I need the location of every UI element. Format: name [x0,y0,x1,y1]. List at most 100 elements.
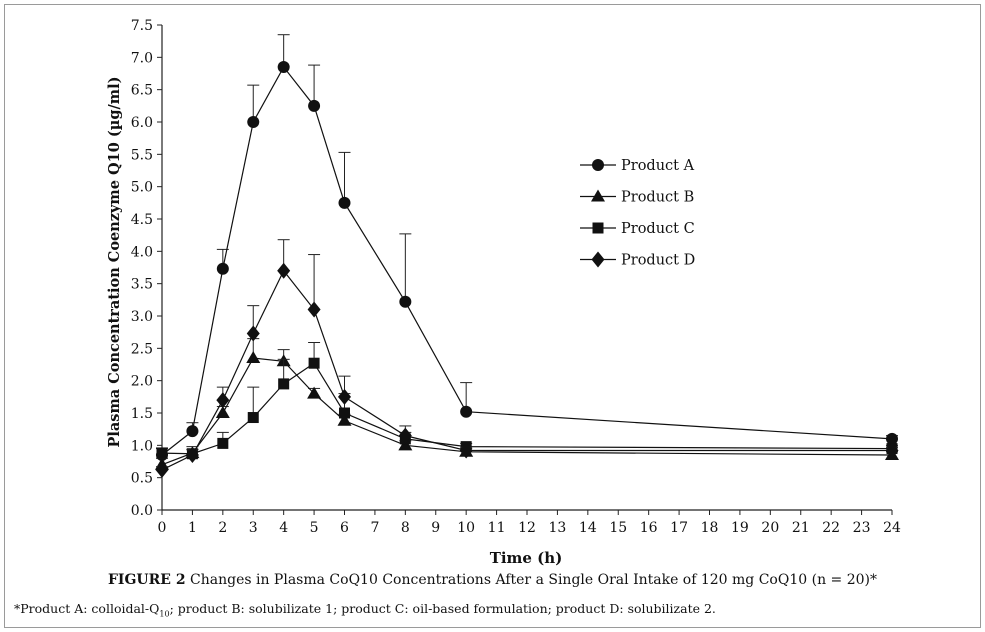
x-tick-label: 13 [549,520,567,536]
x-tick-label: 0 [158,520,167,536]
legend-item-product-a: Product A [580,158,695,174]
data-point-product-d [459,442,473,459]
data-point-product-b [215,406,230,418]
data-point-product-d [338,388,351,405]
data-point-product-a [277,61,290,74]
y-tick-label: 3.5 [131,277,153,293]
data-point-product-b [337,413,352,426]
x-tick-label: 22 [822,520,840,536]
legend-label: Product D [621,253,695,269]
data-point-product-a [247,116,260,128]
legend: Product A Product B Product C Product D [580,158,695,269]
x-tick-label: 7 [370,520,379,536]
x-tick-label: 23 [853,520,871,536]
series-layer [155,34,899,478]
data-point-product-c [156,447,168,459]
data-point-product-a [186,425,199,438]
x-tick-label: 21 [792,520,810,536]
x-axis-label: Time (h) [490,549,563,567]
x-tick-label: 5 [310,520,319,536]
y-tick-label: 7.0 [131,50,153,66]
legend-item-product-b: Product B [580,189,694,206]
data-point-product-d [307,301,321,318]
series-product-d [155,239,899,478]
x-tick-label: 4 [279,520,288,536]
x-tick-label: 8 [401,520,410,536]
legend-label: Product B [621,190,694,206]
y-tick-label: 1.0 [131,438,153,454]
figure-footnote: *Product A: colloidal-Q10; product B: so… [14,601,716,619]
y-tick-label: 6.0 [131,115,153,131]
axes: 0 1 2 3 4 5 6 7 8 9 10 11 12 13 14 15 16 17 18 19 20 21 22 23 24… [131,18,901,536]
y-tick-label: 2.5 [131,341,153,357]
figure-caption-label: FIGURE 2 [107,572,186,588]
series-product-a [156,34,898,462]
x-tick-label: 18 [701,520,719,536]
data-point-product-b [307,386,322,399]
x-tick-label: 10 [457,520,475,536]
data-point-product-d [398,427,412,444]
x-tick-label: 15 [609,520,627,536]
x-tick-label: 24 [883,520,901,536]
data-point-product-a [399,295,412,308]
legend-label: Product A [621,158,695,174]
data-point-product-a [886,432,898,445]
y-tick-label: 7.5 [131,18,153,34]
footnote-subscript: 10 [159,609,170,619]
legend-item-product-d: Product D [580,251,695,269]
x-tick-label: 20 [761,520,779,536]
data-point-product-c [247,412,259,424]
footnote-part1: *Product A: colloidal-Q [14,601,160,616]
series-line-product-b [161,357,893,466]
data-point-product-c [217,437,229,449]
legend-marker-product-b [591,189,605,202]
y-tick-label: 4.0 [131,244,153,260]
x-tick-label: 2 [218,520,227,536]
x-tick-label: 3 [249,520,258,536]
y-tick-label: 5.5 [131,147,153,163]
series-line-product-d [161,269,892,471]
y-tick-label: 6.5 [131,83,153,99]
x-tick-label: 12 [518,520,536,536]
x-tick-label: 6 [340,520,349,536]
x-tick-label: 19 [731,520,749,536]
data-point-product-d [216,392,230,409]
data-point-product-a [216,262,229,275]
x-tick-label: 14 [579,520,597,536]
data-point-product-c [308,357,320,369]
data-point-product-d [155,461,169,478]
y-tick-label: 0.5 [131,471,153,487]
x-tick-label: 1 [188,520,197,536]
y-axis-label: Plasma Concentration Coenzyme Q10 (µg/ml… [106,76,123,447]
data-point-product-a [460,405,473,418]
legend-label: Product C [621,221,695,237]
data-point-product-d [885,442,899,459]
figure-frame [4,4,981,628]
series-line-product-c [161,362,893,455]
figure-caption: FIGURE 2 Changes in Plasma CoQ10 Concent… [0,572,985,588]
plasma-coq10-line-chart: 0 1 2 3 4 5 6 7 8 9 10 11 12 13 14 15 16 17 18 19 20 21 22 23 24… [106,18,901,567]
y-tick-label: 1.5 [131,406,153,422]
legend-item-product-c: Product C [580,221,695,237]
footnote-part2: ; product B: solubilizate 1; product C: … [169,601,716,616]
series-line-product-a [161,65,893,456]
x-tick-label: 17 [670,520,688,536]
x-tick-label: 16 [640,520,658,536]
y-tick-label: 0.0 [131,503,153,519]
legend-marker-product-c [592,222,604,234]
data-point-product-a [308,99,321,112]
figure-caption-text: Changes in Plasma CoQ10 Concentrations A… [185,572,877,588]
x-tick-label: 9 [431,520,440,536]
data-point-product-b [246,351,261,364]
y-tick-label: 5.0 [131,180,153,196]
data-point-product-a [338,196,351,209]
legend-marker-product-d [591,251,605,268]
data-point-product-d [277,262,291,279]
data-point-product-d [246,325,260,342]
data-point-product-c [278,378,290,390]
y-tick-label: 4.5 [131,212,153,228]
x-tick-label: 11 [488,520,506,536]
y-tick-label: 2.0 [131,374,153,390]
legend-marker-product-a [592,159,604,171]
y-tick-label: 3.0 [131,309,153,325]
